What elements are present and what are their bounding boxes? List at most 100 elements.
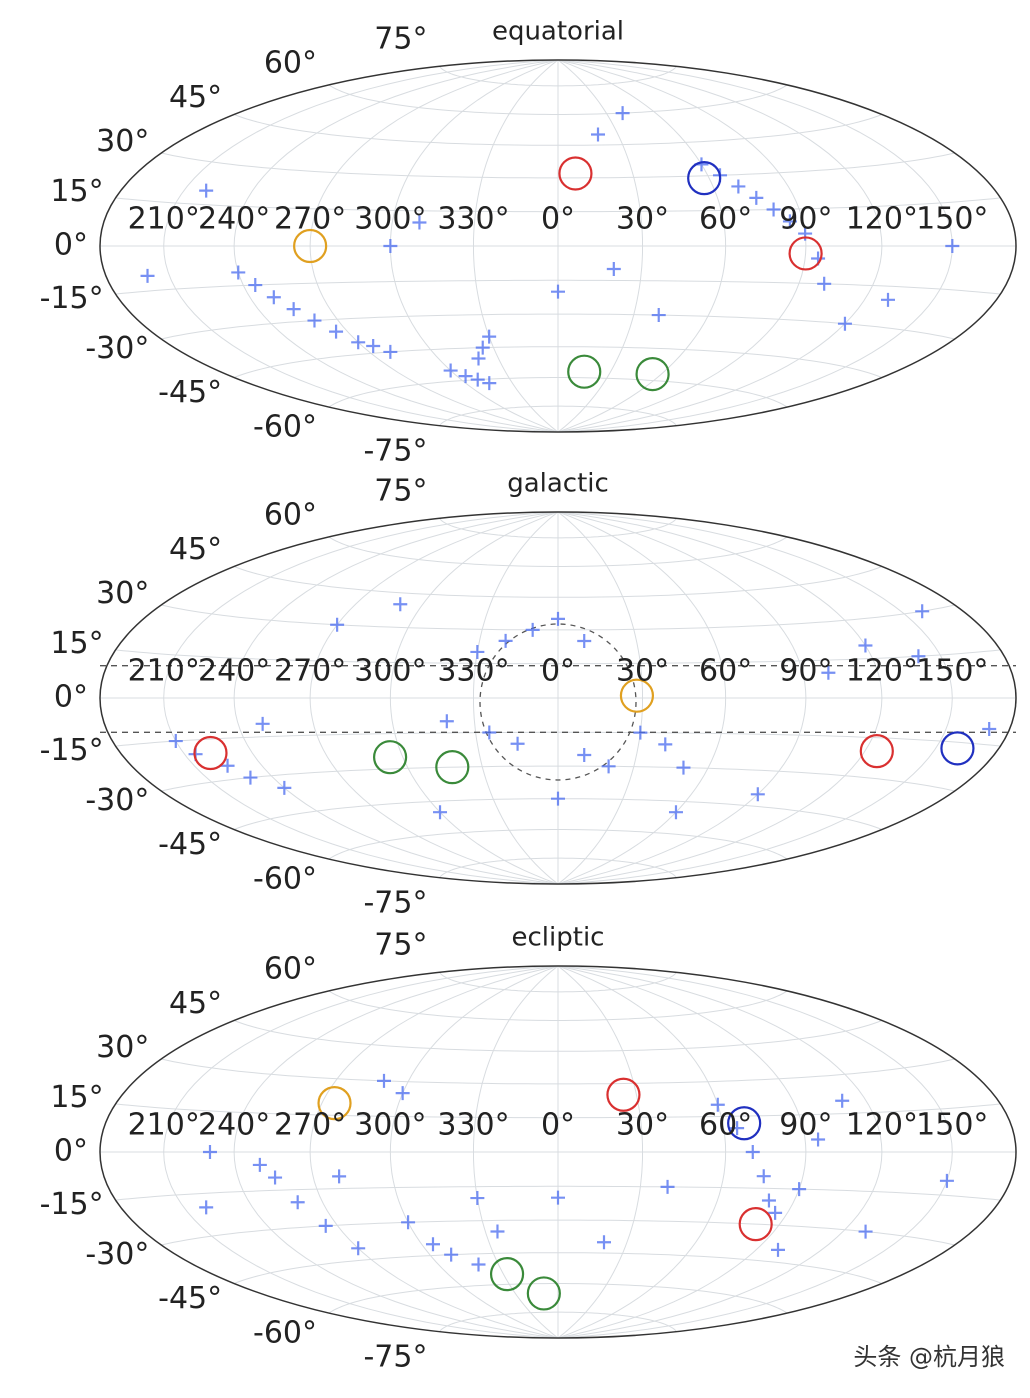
source-cross — [443, 363, 458, 378]
y-tick-label: 0° — [54, 680, 88, 715]
source-cross — [458, 369, 473, 384]
x-tick-label: 150° — [916, 1108, 988, 1143]
y-tick-label: 15° — [50, 1080, 103, 1115]
grid-line — [233, 114, 883, 146]
x-tick-label: 0° — [541, 202, 575, 237]
x-tick-label: 60° — [699, 202, 752, 237]
source-cross — [475, 340, 490, 355]
highlight-circle — [317, 1086, 352, 1121]
x-tick-label: 330° — [437, 202, 509, 237]
grid-line — [328, 84, 788, 115]
source-cross — [750, 787, 765, 802]
source-cross — [792, 1182, 807, 1197]
source-cross — [498, 633, 513, 648]
source-cross — [710, 1097, 725, 1112]
source-cross — [482, 329, 497, 344]
source-cross — [771, 1242, 786, 1257]
source-cross — [615, 106, 630, 121]
source-cross — [658, 737, 673, 752]
source-cross — [439, 714, 454, 729]
source-cross — [401, 1215, 416, 1230]
x-tick-label: 240° — [198, 1108, 270, 1143]
grid-line — [439, 971, 677, 993]
watermark: 头条 @杭月狼 — [853, 1343, 1005, 1371]
source-cross — [482, 725, 497, 740]
source-cross — [471, 351, 486, 366]
x-tick-label: 300° — [354, 1108, 426, 1143]
source-cross — [202, 1145, 217, 1159]
source-cross — [601, 759, 616, 774]
source-cross — [668, 805, 683, 820]
highlight-circle — [738, 1207, 773, 1242]
highlight-circle — [567, 354, 602, 389]
source-cross — [551, 1190, 565, 1205]
grid-line — [161, 604, 955, 631]
y-tick-label: -45° — [158, 827, 222, 862]
grid-line — [115, 197, 1001, 213]
chart-title: ecliptic — [512, 923, 605, 953]
x-tick-label: 0° — [541, 1108, 575, 1143]
grid-line — [161, 765, 955, 792]
source-cross — [393, 597, 408, 612]
y-tick-label: 0° — [54, 1134, 88, 1169]
source-cross — [551, 791, 565, 806]
map: ecliptic 210°240° 270° 300° 330° 0° 30° 60° 90° 1… — [40, 923, 1017, 1374]
source-cross — [470, 372, 485, 387]
highlight-circle — [788, 236, 823, 271]
y-tick-label: -60° — [253, 862, 317, 897]
y-tick-label: -75° — [363, 1339, 427, 1374]
source-cross — [277, 780, 292, 795]
source-cross — [329, 324, 344, 339]
y-tick-label: -75° — [363, 885, 427, 920]
source-cross — [330, 617, 345, 632]
y-tick-label: -15° — [40, 733, 104, 768]
y-tick-label: -60° — [253, 1316, 317, 1351]
source-cross — [307, 313, 322, 328]
x-tick-label: 240° — [198, 202, 270, 237]
x-tick-label: 120° — [846, 1108, 918, 1143]
zone-circle — [479, 623, 637, 781]
highlight-circle — [372, 740, 408, 775]
grid-line — [328, 536, 788, 567]
x-tick-label: 90° — [779, 1108, 832, 1143]
x-tick-label: 30° — [616, 1108, 669, 1143]
source-cross — [286, 302, 301, 317]
source-cross — [255, 716, 270, 731]
x-tick-label: 270° — [274, 202, 346, 237]
source-cross — [768, 1205, 783, 1220]
source-cross — [880, 292, 895, 307]
source-cross — [318, 1218, 333, 1233]
source-cross — [591, 127, 606, 142]
y-tick-label: 60° — [264, 951, 317, 986]
y-tick-label: -45° — [158, 1281, 222, 1316]
source-cross — [510, 736, 525, 751]
y-tick-label: -30° — [85, 1237, 149, 1272]
source-cross — [676, 760, 691, 775]
source-cross — [749, 190, 764, 205]
highlight-circle — [727, 1106, 762, 1141]
source-cross — [745, 1145, 760, 1159]
chart-title: galactic — [507, 469, 609, 499]
map-outline — [99, 59, 1017, 433]
source-cross — [490, 1224, 505, 1239]
highlight-circle — [558, 156, 593, 191]
y-tick-label: -15° — [40, 281, 104, 316]
source-cross — [351, 335, 366, 350]
source-cross — [858, 638, 873, 653]
y-tick-label: 30° — [96, 1030, 149, 1065]
source-cross — [782, 214, 797, 229]
grid-line — [115, 279, 1001, 295]
source-cross — [982, 721, 997, 736]
y-tick-label: -45° — [158, 375, 222, 410]
source-cross — [220, 758, 235, 773]
grid-line — [233, 1020, 883, 1052]
x-tick-label: 150° — [916, 202, 988, 237]
source-cross — [915, 604, 930, 619]
highlight-circle — [687, 161, 722, 196]
source-cross — [821, 665, 836, 680]
grid-line — [328, 990, 788, 1021]
source-cross — [525, 622, 540, 637]
y-tick-label: -15° — [40, 1187, 104, 1222]
highlight-circle — [635, 356, 670, 392]
grid-line — [115, 649, 1001, 665]
